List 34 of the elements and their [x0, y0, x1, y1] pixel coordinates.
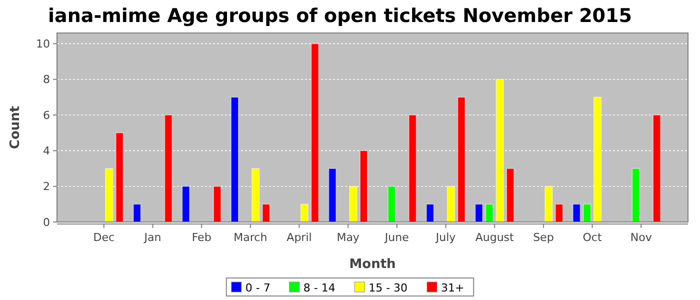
x-tick-label: Nov: [630, 231, 652, 244]
legend-label: 31+: [441, 282, 464, 294]
y-tick-label: 2: [43, 180, 50, 194]
x-tick-label: Feb: [192, 231, 212, 244]
x-tick-label: May: [336, 231, 360, 244]
x-tick-label: July: [434, 231, 456, 244]
bar: [262, 204, 270, 222]
y-axis-title: Count: [8, 106, 23, 150]
bar: [300, 204, 309, 222]
bar: [555, 204, 564, 222]
x-tick-label: April: [286, 231, 312, 244]
x-tick-label: August: [475, 231, 515, 244]
x-tick-label: Dec: [93, 231, 115, 244]
y-tick-label: 4: [43, 144, 50, 158]
y-tick-label: 10: [36, 38, 50, 51]
bar: [572, 204, 581, 222]
legend-label: 15 - 30: [368, 282, 408, 294]
x-axis-title: Month: [349, 257, 396, 272]
legend-label: 8 - 14: [303, 282, 336, 294]
x-tick-label: Sep: [533, 231, 554, 244]
x-tick-label: March: [234, 231, 268, 244]
bar: [474, 204, 483, 222]
x-tick-label: June: [384, 231, 410, 244]
bar: [582, 204, 592, 222]
y-tick-label: 6: [43, 108, 50, 122]
bar: [426, 204, 434, 222]
x-tick-label: Oct: [582, 231, 602, 244]
legend-label: 0 - 7: [245, 282, 270, 294]
bar: [132, 204, 142, 222]
bar: [485, 204, 494, 222]
chart-title: iana-mime Age groups of open tickets November 2015: [48, 5, 632, 27]
x-tick-label: Jan: [143, 231, 162, 244]
y-tick-label: 8: [43, 73, 50, 86]
y-tick-label: 0: [43, 216, 50, 229]
